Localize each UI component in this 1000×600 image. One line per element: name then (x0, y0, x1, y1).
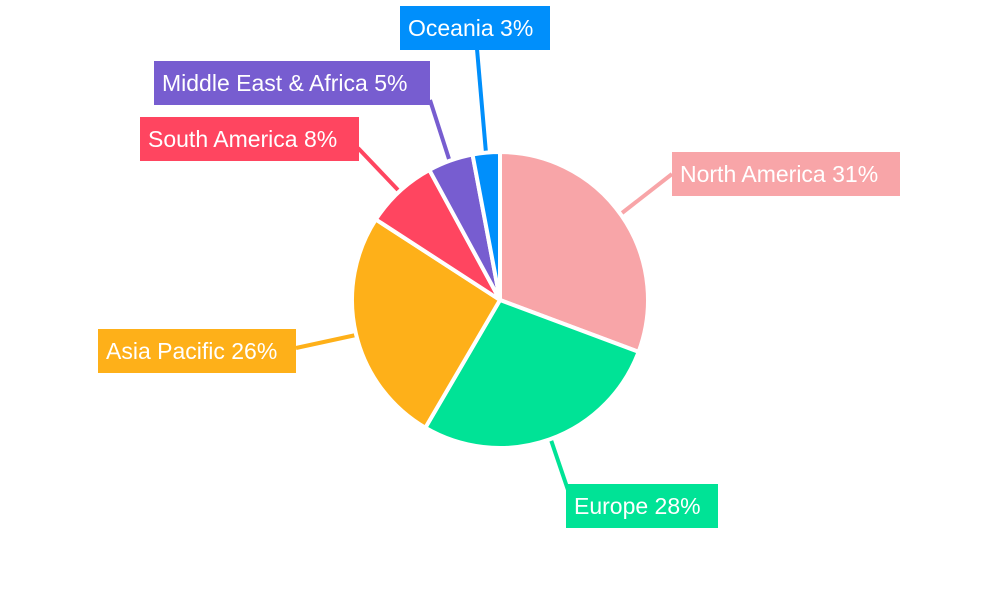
pie-slice-asia-pacific[interactable] (350, 217, 502, 430)
slice-label: Oceania 3% (400, 6, 550, 50)
leader-line (356, 146, 400, 192)
leader-line (549, 439, 570, 491)
leader-line (295, 333, 357, 350)
slice-label: South America 8% (140, 117, 359, 161)
slice-label: Middle East & Africa 5% (154, 61, 430, 105)
leader-line (475, 48, 488, 154)
pie-slice-north-america[interactable] (498, 150, 650, 354)
pie-slice-oceania[interactable] (470, 150, 502, 302)
slice-label: Asia Pacific 26% (98, 329, 296, 373)
leader-line (620, 172, 674, 215)
slice-label: Europe 28% (566, 484, 718, 528)
leader-line (428, 99, 451, 160)
slice-label: North America 31% (672, 152, 900, 196)
